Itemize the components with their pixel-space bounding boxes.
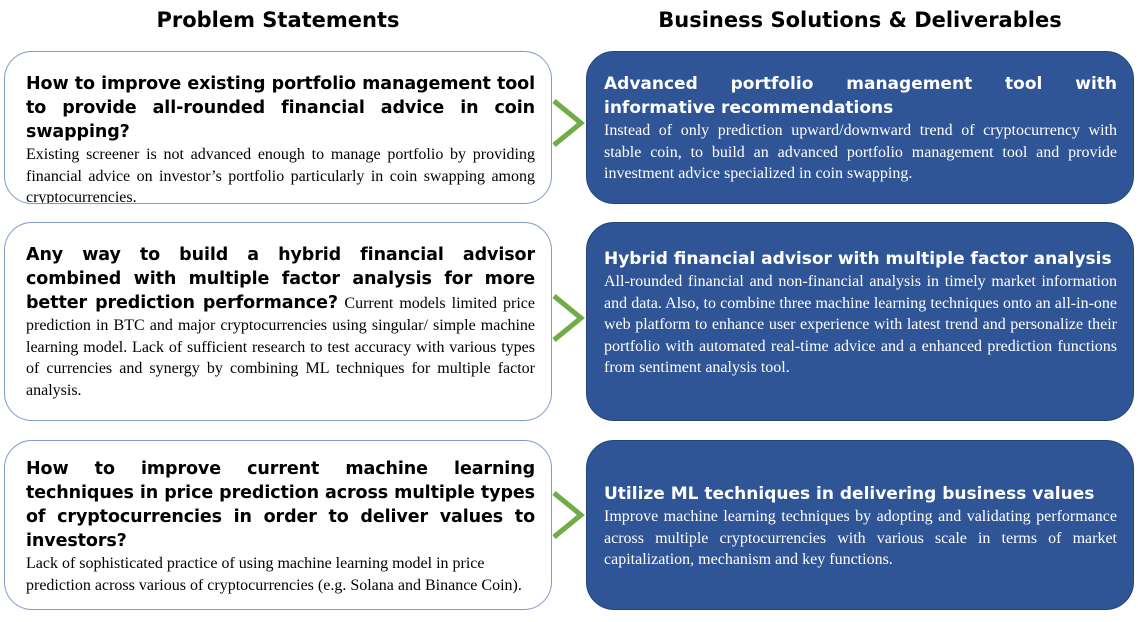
problem-3-title: How to improve current machine learning … [26,459,535,551]
solution-1-body: Instead of only prediction upward/downwa… [604,122,1117,182]
solution-box-3: Utilize ML techniques in delivering busi… [586,440,1134,610]
problem-2-title: Any way to build a hybrid financial advi… [26,245,535,313]
chevron-right-icon [552,294,585,342]
solution-2-title: Hybrid financial advisor with multiple f… [604,249,1112,269]
solution-2-body: All-rounded financial and non-financial … [604,273,1117,376]
problem-3-body: Lack of sophisticated practice of using … [26,555,522,594]
problem-1-body: Existing screener is not advanced enough… [26,146,535,204]
problem-1-title: How to improve existing portfolio manage… [26,74,535,142]
problem-box-1: How to improve existing portfolio manage… [4,51,552,204]
problem-box-3: How to improve current machine learning … [4,440,552,610]
chevron-right-icon [552,99,585,147]
business-solutions-heading: Business Solutions & Deliverables [658,8,1062,32]
solution-3-body: Improve machine learning techniques by a… [604,508,1117,568]
problem-statements-heading: Problem Statements [156,8,400,32]
solution-box-1: Advanced portfolio management tool with … [586,51,1134,204]
solution-box-2: Hybrid financial advisor with multiple f… [586,222,1134,421]
solution-1-title: Advanced portfolio management tool with … [604,74,1117,118]
chevron-right-icon [552,491,585,539]
problem-box-2: Any way to build a hybrid financial advi… [4,222,552,421]
problem-2-body: Current models limited price prediction … [26,295,535,399]
solution-3-title: Utilize ML techniques in delivering busi… [604,484,1095,504]
